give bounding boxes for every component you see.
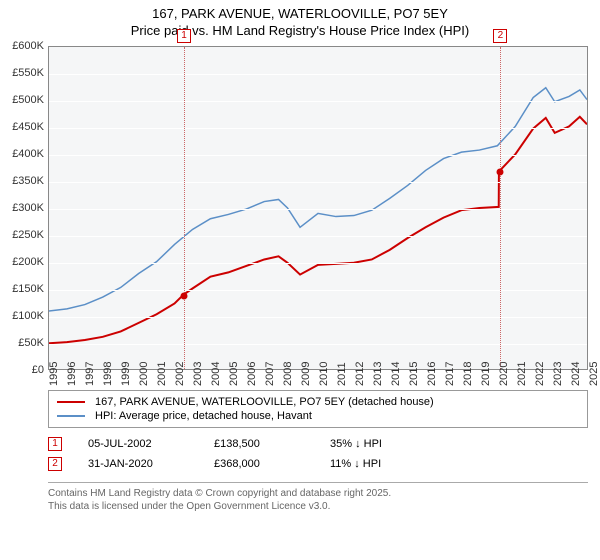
legend-label: HPI: Average price, detached house, Hava…: [95, 410, 312, 422]
legend-row: HPI: Average price, detached house, Hava…: [57, 409, 579, 423]
plot-area: 12: [48, 46, 588, 370]
y-axis-label: £400K: [12, 148, 44, 160]
y-axis-label: £50K: [18, 337, 44, 349]
marker-box: 2: [493, 29, 507, 43]
x-axis-label: 2016: [426, 361, 438, 385]
x-axis-label: 2013: [372, 361, 384, 385]
x-axis-label: 2025: [588, 361, 600, 385]
sale-dot: [497, 169, 504, 176]
x-axis-label: 2017: [444, 361, 456, 385]
sales-row: 1 05-JUL-2002 £138,500 35% ↓ HPI: [48, 434, 588, 454]
y-axis-label: £250K: [12, 229, 44, 241]
x-axis-label: 1996: [66, 361, 78, 385]
legend-label: 167, PARK AVENUE, WATERLOOVILLE, PO7 5EY…: [95, 396, 434, 408]
gridline: [49, 182, 587, 183]
gridline: [49, 236, 587, 237]
y-axis-label: £600K: [12, 40, 44, 52]
x-axis-label: 2004: [210, 361, 222, 385]
x-axis-label: 1998: [102, 361, 114, 385]
marker-vline: [184, 47, 185, 369]
sale-dot: [181, 292, 188, 299]
legend: 167, PARK AVENUE, WATERLOOVILLE, PO7 5EY…: [48, 390, 588, 428]
x-axis-label: 2015: [408, 361, 420, 385]
title-address: 167, PARK AVENUE, WATERLOOVILLE, PO7 5EY: [10, 6, 590, 23]
x-axis-label: 2021: [516, 361, 528, 385]
sales-table: 1 05-JUL-2002 £138,500 35% ↓ HPI 2 31-JAN-202…: [48, 434, 588, 474]
chart-title: 167, PARK AVENUE, WATERLOOVILLE, PO7 5EY…: [0, 0, 600, 42]
gridline: [49, 317, 587, 318]
y-axis-label: £350K: [12, 175, 44, 187]
y-axis-label: £300K: [12, 202, 44, 214]
marker-vline: [500, 47, 501, 369]
gridline: [49, 101, 587, 102]
y-axis-label: £500K: [12, 94, 44, 106]
gridline: [49, 74, 587, 75]
x-axis-label: 2006: [246, 361, 258, 385]
y-axis-label: £150K: [12, 283, 44, 295]
x-axis-label: 1997: [84, 361, 96, 385]
x-axis-label: 2000: [138, 361, 150, 385]
legend-swatch: [57, 401, 85, 403]
line-series-svg: [49, 47, 587, 369]
series-hpi: [49, 88, 587, 311]
x-axis-label: 2024: [570, 361, 582, 385]
x-axis-label: 1999: [120, 361, 132, 385]
gridline: [49, 290, 587, 291]
x-axis-label: 2018: [462, 361, 474, 385]
sales-date: 05-JUL-2002: [88, 438, 188, 450]
x-axis-label: 2011: [336, 362, 348, 386]
sales-price: £368,000: [214, 458, 304, 470]
y-axis-label: £0: [32, 364, 44, 376]
sales-marker: 1: [48, 437, 62, 451]
y-axis-label: £450K: [12, 121, 44, 133]
gridline: [49, 209, 587, 210]
x-axis-label: 2009: [300, 361, 312, 385]
sales-marker: 2: [48, 457, 62, 471]
y-axis-label: £100K: [12, 310, 44, 322]
y-axis-label: £550K: [12, 67, 44, 79]
gridline: [49, 344, 587, 345]
x-axis-label: 2022: [534, 361, 546, 385]
sales-price: £138,500: [214, 438, 304, 450]
x-axis-label: 2010: [318, 361, 330, 385]
x-axis-label: 2023: [552, 361, 564, 385]
gridline: [49, 263, 587, 264]
x-axis-label: 1995: [48, 361, 60, 385]
sales-relative: 35% ↓ HPI: [330, 438, 382, 450]
x-axis-label: 2020: [498, 361, 510, 385]
chart-container: 167, PARK AVENUE, WATERLOOVILLE, PO7 5EY…: [0, 0, 600, 560]
sales-relative: 11% ↓ HPI: [330, 458, 381, 470]
x-axis-label: 2005: [228, 361, 240, 385]
gridline: [49, 128, 587, 129]
x-axis-label: 2014: [390, 361, 402, 385]
legend-swatch: [57, 415, 85, 417]
sales-row: 2 31-JAN-2020 £368,000 11% ↓ HPI: [48, 454, 588, 474]
x-axis-label: 2019: [480, 361, 492, 385]
x-axis-label: 2001: [156, 361, 168, 385]
marker-box: 1: [177, 29, 191, 43]
footer-attribution: Contains HM Land Registry data © Crown c…: [48, 482, 588, 513]
chart-area: 12 £0£50K£100K£150K£200K£250K£300K£350K£…: [36, 46, 596, 386]
x-axis-label: 2002: [174, 361, 186, 385]
gridline: [49, 155, 587, 156]
y-axis-label: £200K: [12, 256, 44, 268]
legend-row: 167, PARK AVENUE, WATERLOOVILLE, PO7 5EY…: [57, 395, 579, 409]
footer-line2: This data is licensed under the Open Gov…: [48, 500, 588, 513]
x-axis-label: 2008: [282, 361, 294, 385]
x-axis-label: 2003: [192, 361, 204, 385]
footer-line1: Contains HM Land Registry data © Crown c…: [48, 487, 588, 500]
x-axis-label: 2007: [264, 361, 276, 385]
x-axis-label: 2012: [354, 361, 366, 385]
sales-date: 31-JAN-2020: [88, 458, 188, 470]
series-price_paid: [49, 117, 587, 343]
